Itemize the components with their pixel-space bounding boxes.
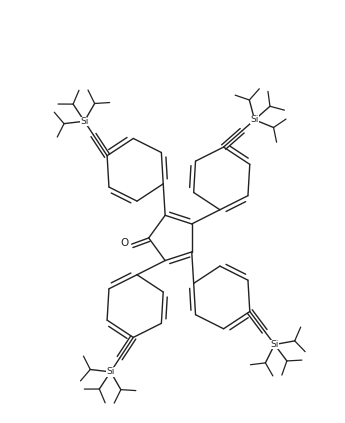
- Text: Si: Si: [106, 368, 115, 376]
- Text: Si: Si: [270, 340, 279, 349]
- Text: O: O: [121, 239, 129, 248]
- Text: Si: Si: [250, 115, 259, 124]
- Text: Si: Si: [80, 117, 89, 126]
